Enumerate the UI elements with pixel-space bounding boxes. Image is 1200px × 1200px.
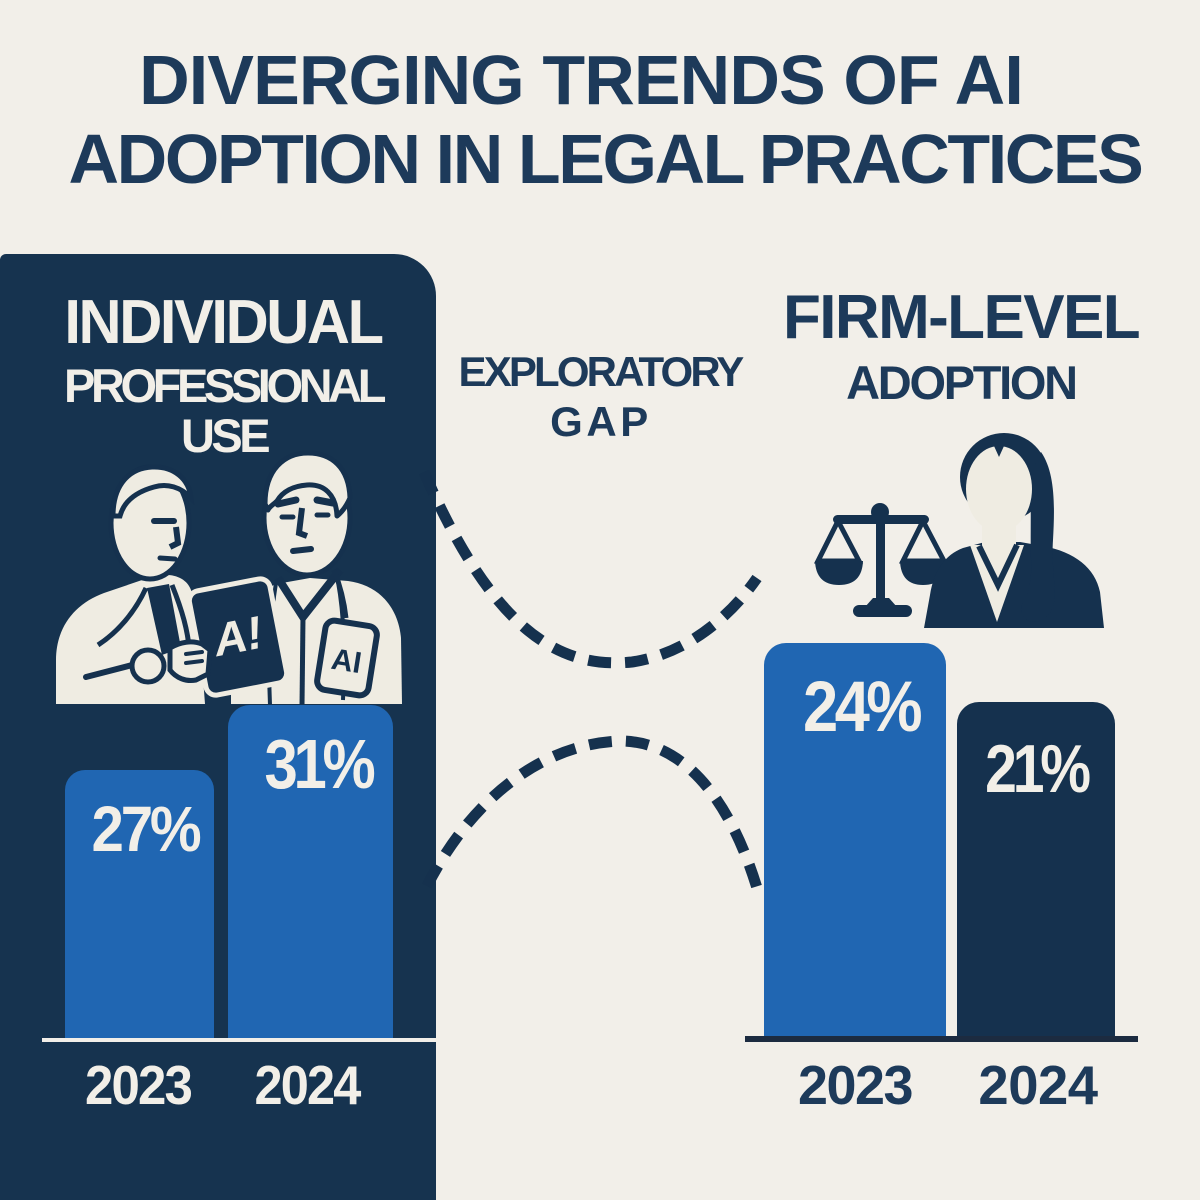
svg-text:A!: A!	[208, 606, 267, 666]
svg-text:AI: AI	[329, 643, 364, 680]
